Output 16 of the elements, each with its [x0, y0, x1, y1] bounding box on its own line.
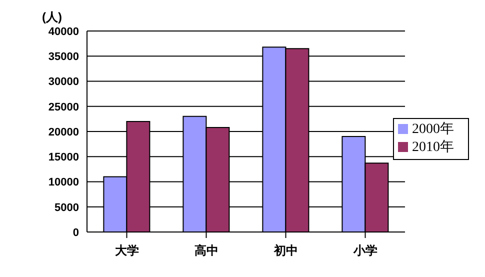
y-axis-title: (人): [42, 10, 62, 24]
y-tick-label: 35000: [48, 51, 79, 64]
x-tick-label: 高中: [194, 244, 218, 258]
y-tick-label: 40000: [48, 26, 79, 38]
y-tick-label: 25000: [48, 101, 79, 114]
y-tick-label: 0: [72, 226, 79, 239]
y-tick-label: 5000: [54, 202, 79, 214]
x-tick-label: 初中: [272, 244, 298, 258]
legend-label: 2010年: [412, 140, 454, 154]
y-tick-label: 30000: [48, 76, 79, 88]
legend-label: 2000年: [412, 122, 454, 136]
x-tick-label: 大学: [114, 244, 139, 258]
x-tick-label: 小学: [352, 244, 378, 258]
y-tick-label: 15000: [48, 152, 79, 164]
y-tick-label: 20000: [48, 126, 79, 138]
y-tick-label: 10000: [48, 176, 79, 189]
